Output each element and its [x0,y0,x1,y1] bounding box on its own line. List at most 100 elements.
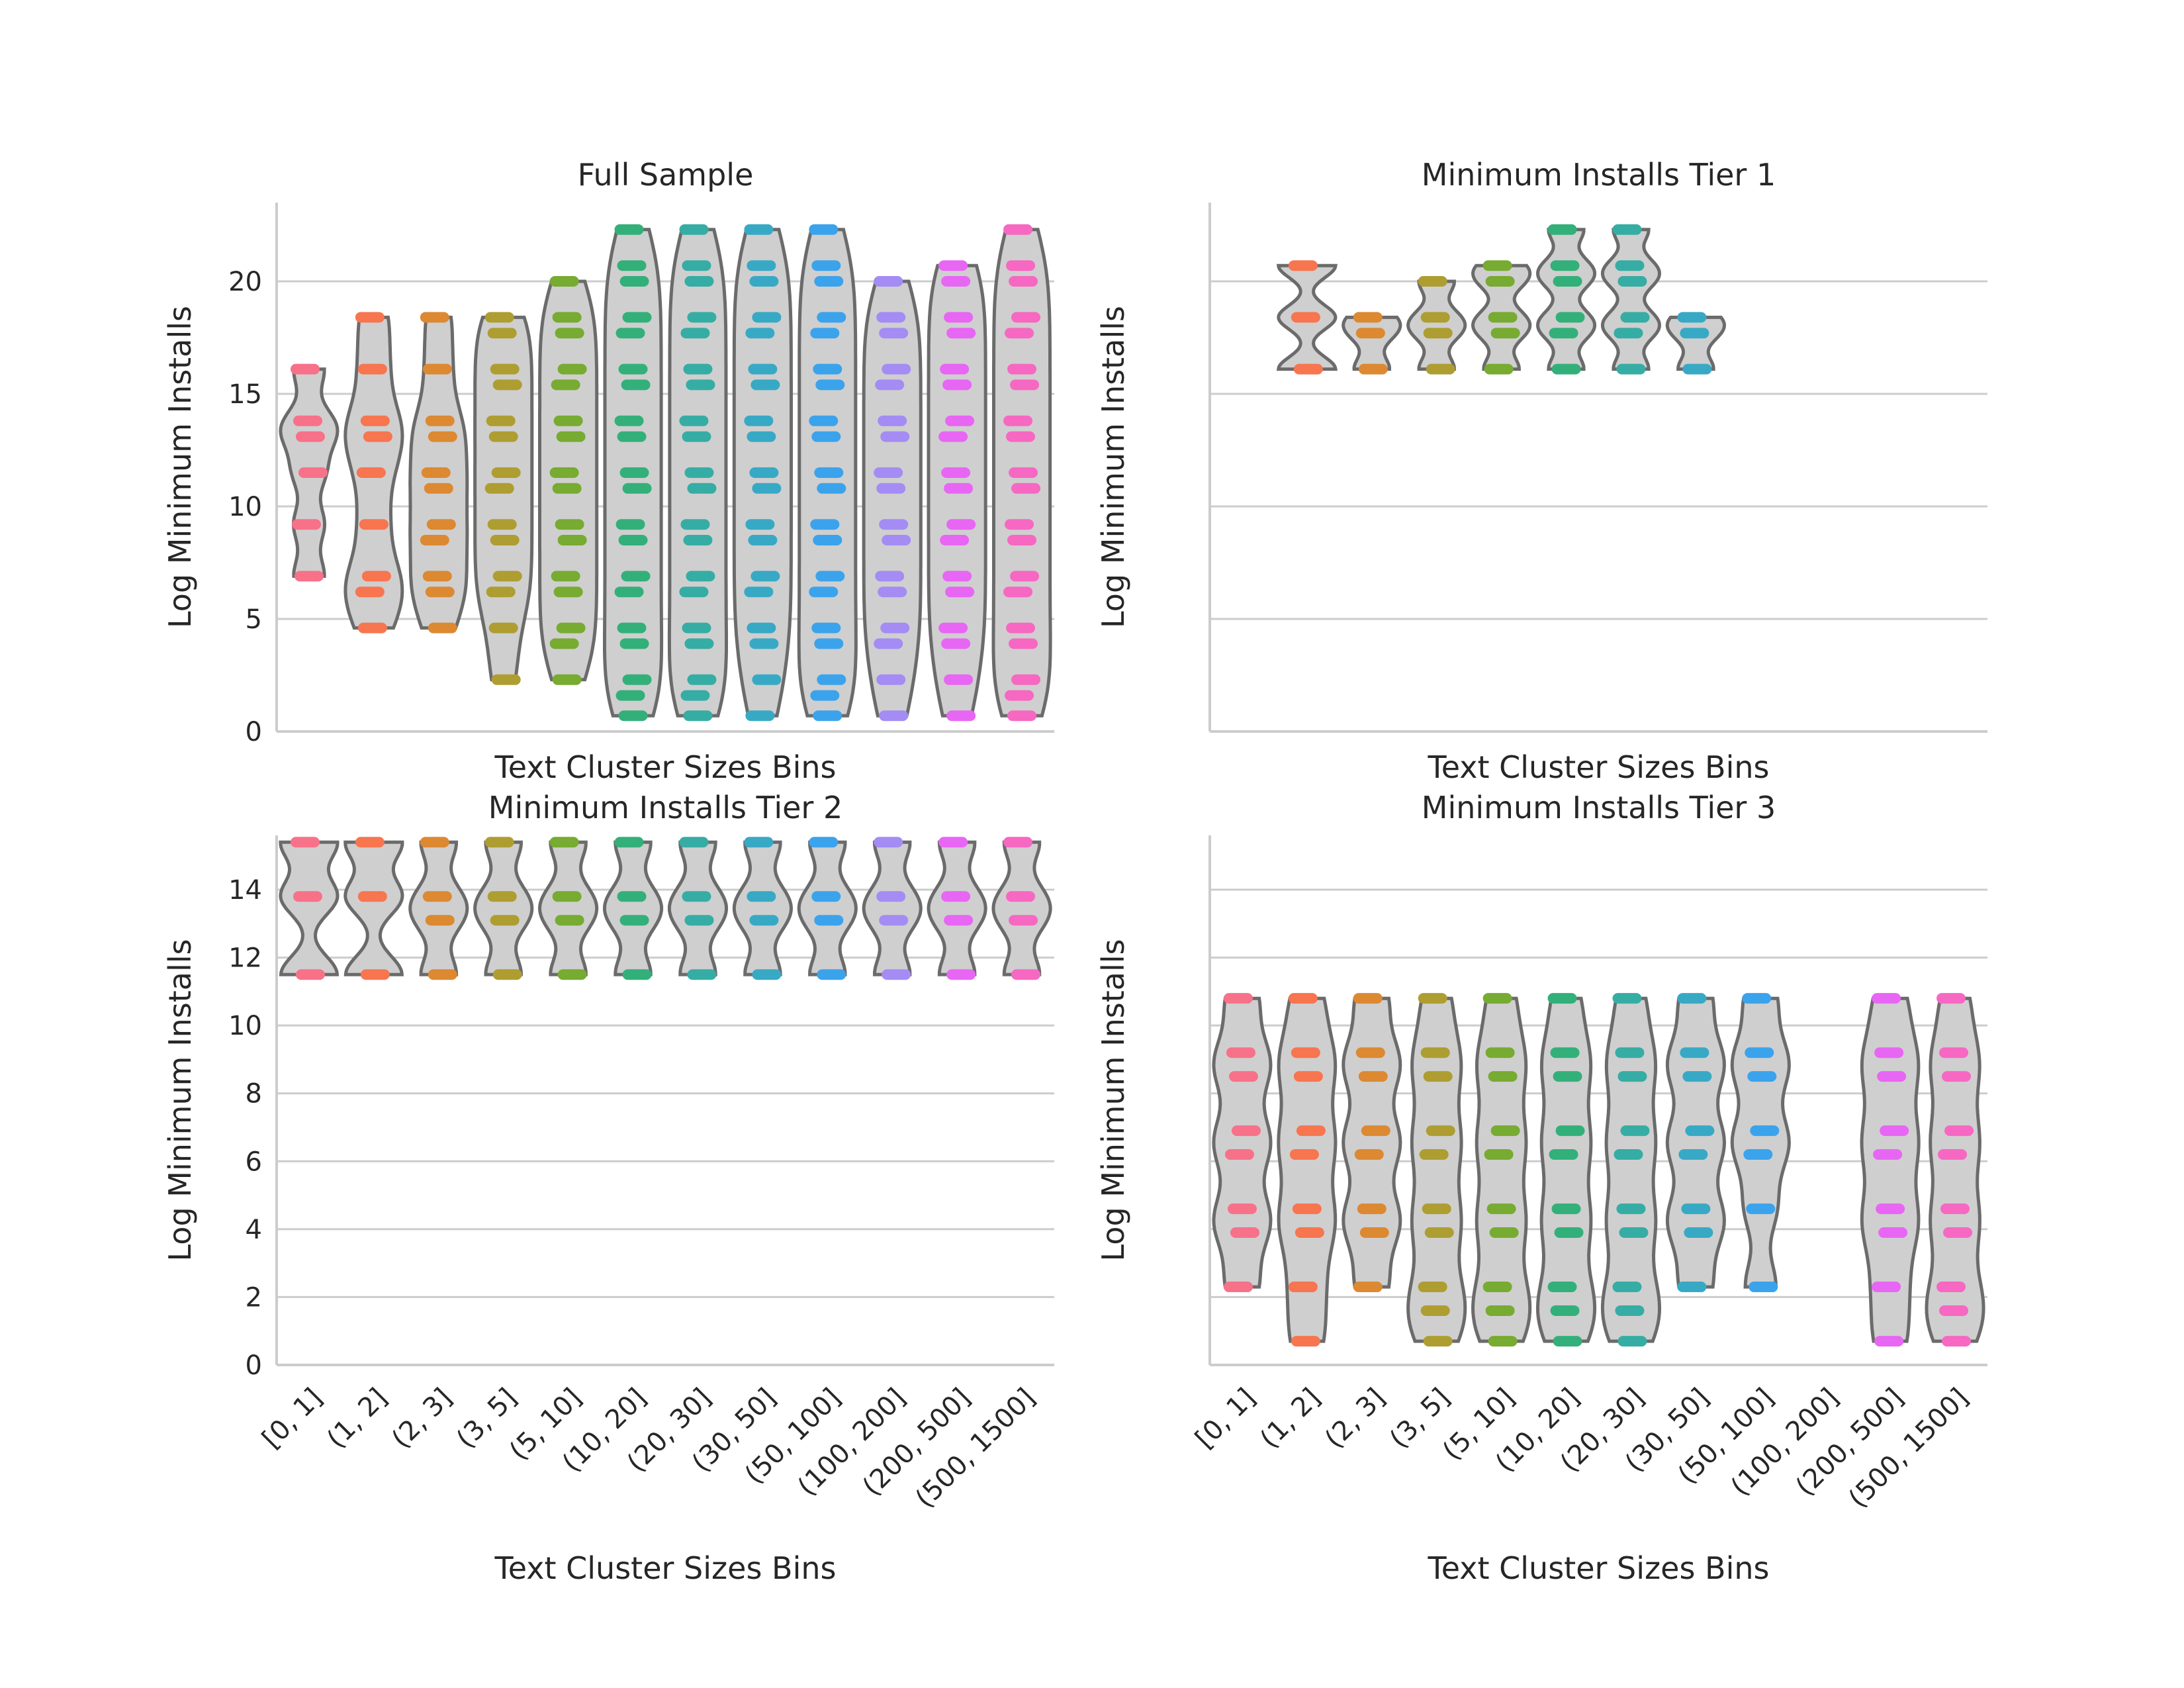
violin-body [1665,996,1727,1289]
x-tick-label: (2, 3] [386,1383,458,1455]
y-tick-label: 10 [228,1011,262,1041]
violin-body [1212,996,1273,1289]
violin-(20, 30] [667,224,728,722]
violin-(500, 1500] [991,837,1052,980]
y-tick-label: 15 [228,379,262,410]
violin-body [862,840,923,976]
violin-body [473,840,534,976]
violin-(20, 30] [1600,224,1662,375]
y-tick-label: 4 [246,1215,262,1245]
y-tick-label: 14 [228,875,262,906]
violin-(5, 10] [1471,993,1532,1347]
violin-body [1600,228,1662,371]
violin-(50, 100] [797,837,858,980]
violin-(1, 2] [343,312,404,633]
panel-title: Full Sample [578,157,754,193]
y-tick-label: 0 [246,1350,262,1381]
panel-title: Minimum Installs Tier 2 [488,790,842,825]
x-axis-label: Text Cluster Sizes Bins [494,749,836,785]
violin-(20, 30] [1600,993,1662,1347]
violin-(30, 50] [732,224,793,722]
violin-(200, 500] [927,260,987,722]
violin-(5, 10] [538,276,599,685]
violin-(50, 100] [1730,993,1791,1293]
y-tick-label: 2 [246,1282,262,1313]
violin-(10, 20] [602,837,664,980]
panel-1: 0 5 10 15 20 Full Sample Log Minimum Installs T… [162,157,1054,785]
y-tick-label: 12 [228,943,262,974]
violin-(10, 20] [1535,224,1597,375]
violin-(1, 2] [1277,993,1338,1347]
violin-(20, 30] [667,837,729,980]
panel-title: Minimum Installs Tier 1 [1422,157,1776,193]
violin-[0, 1] [279,363,340,582]
violin-(30, 50] [1665,312,1727,375]
x-tick-label: (1, 2] [321,1383,393,1455]
x-axis-label: Text Cluster Sizes Bins [1427,1550,1769,1586]
panel-title: Minimum Installs Tier 3 [1422,790,1776,825]
violin-(30, 50] [732,837,794,980]
violin-(10, 20] [603,224,664,722]
violin-(2, 3] [1342,312,1402,375]
y-tick-label: 20 [228,267,262,297]
x-tick-label: (1, 2] [1254,1383,1326,1455]
violin-body [797,840,858,976]
violin-(50, 100] [797,224,858,722]
violin-[0, 1] [279,837,340,980]
violin-(100, 200] [862,837,923,980]
violin-body [1406,279,1467,371]
violin-body [862,279,923,718]
violin-body [991,840,1052,976]
violin-(10, 20] [1535,993,1597,1347]
y-axis-label: Log Minimum Installs [1095,306,1131,628]
violin-body [408,840,469,976]
x-tick-label: (2, 3] [1319,1383,1391,1455]
violin-body [538,279,599,682]
x-axis-label: Text Cluster Sizes Bins [494,1550,836,1586]
panel-3: 0 2 4 6 8 10 12 14 Minimum Installs Tier 2 Log Mi… [162,790,1054,1586]
violin-(1, 2] [1276,260,1338,375]
violin-body [1535,228,1597,371]
violin-(3, 5] [1406,993,1467,1347]
violin-(2, 3] [1342,993,1402,1293]
y-tick-label: 10 [228,492,262,522]
violin-(1, 2] [343,837,404,980]
violin-body [1665,315,1727,371]
x-tick-label: [0, 1] [256,1383,328,1455]
y-axis-label: Log Minimum Installs [162,306,198,628]
x-tick-label: [0, 1] [1189,1383,1261,1455]
violin-(2, 3] [408,837,469,980]
violin-(200, 500] [927,837,987,980]
violin-(5, 10] [537,837,599,980]
violin-body [667,840,729,976]
violin-body [1342,996,1402,1289]
x-axis-label: Text Cluster Sizes Bins [1427,749,1769,785]
violin-(5, 10] [1471,260,1532,375]
violin-body [927,840,987,976]
y-tick-label: 0 [246,717,262,747]
y-tick-label: 8 [246,1079,262,1109]
panel-2: Minimum Installs Tier 1 Log Minimum Insta… [1095,157,1987,785]
violin-body [602,840,664,976]
violin-body [1342,315,1402,371]
violin-body [537,840,599,976]
violin-(3, 5] [1406,276,1467,375]
panel-4: Minimum Installs Tier 3 Log Minimum Insta… [1095,790,1987,1586]
violin-(100, 200] [862,276,923,722]
violin-body [343,840,404,976]
violin-body [732,840,794,976]
y-axis-label: Log Minimum Installs [162,939,198,1261]
y-tick-label: 5 [246,604,262,635]
violin-(3, 5] [473,312,534,685]
violin-body [1730,996,1791,1289]
violin-[0, 1] [1212,993,1273,1293]
violin-(200, 500] [1860,993,1921,1347]
violin-(3, 5] [473,837,534,980]
violin-(2, 3] [408,312,469,633]
violin-(500, 1500] [991,224,1052,722]
violin-body [279,840,340,976]
y-axis-label: Log Minimum Installs [1095,939,1131,1261]
y-tick-label: 6 [246,1147,262,1177]
violin-(30, 50] [1665,993,1727,1293]
